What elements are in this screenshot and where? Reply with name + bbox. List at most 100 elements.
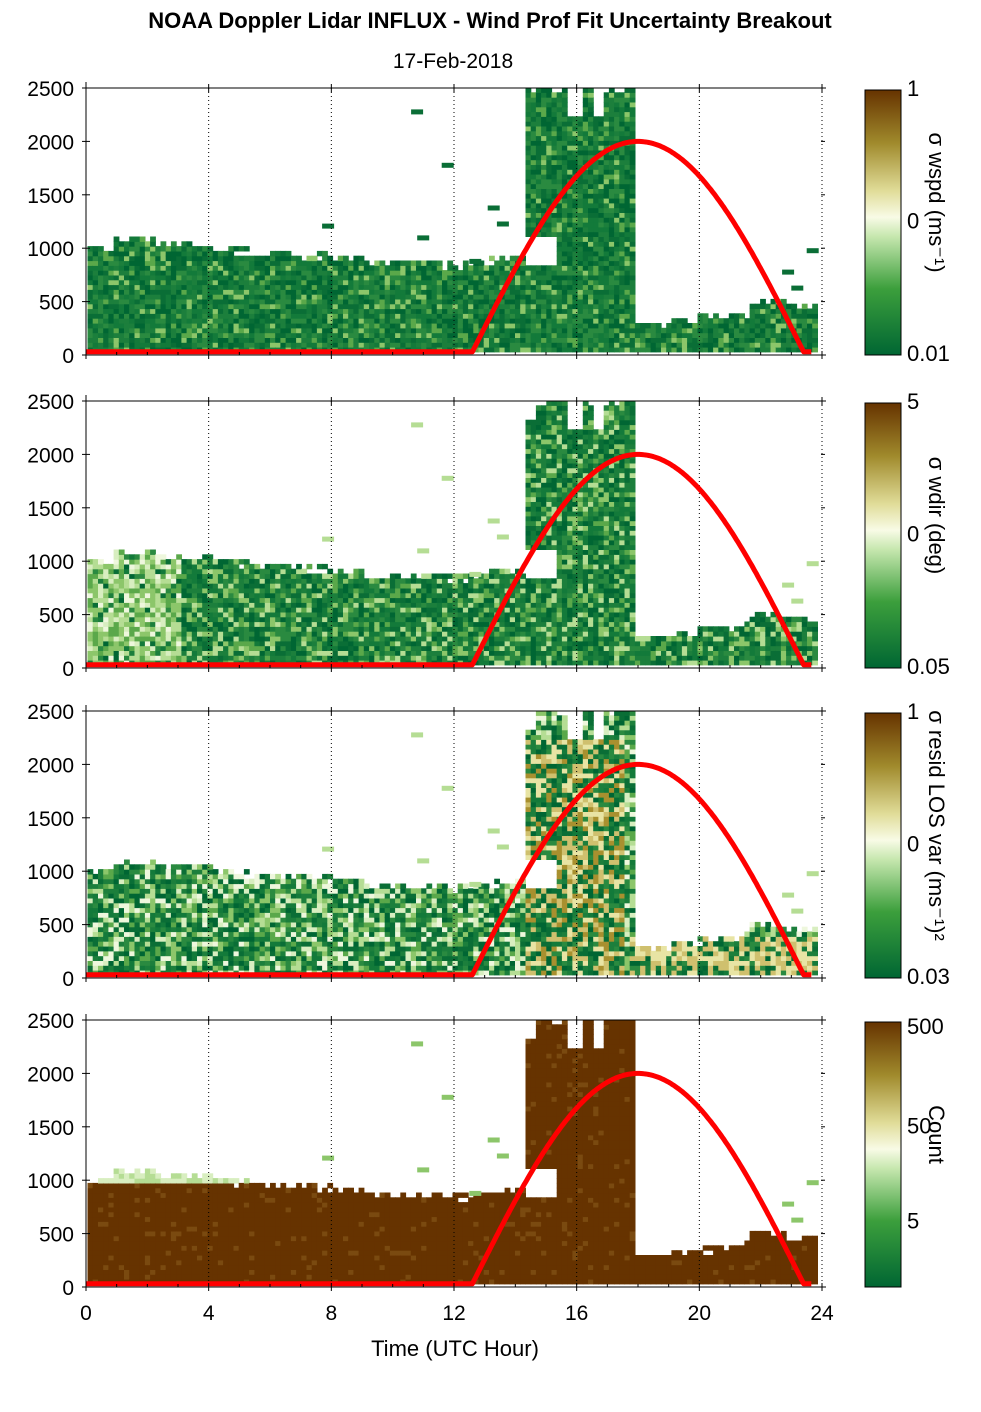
heatmap-cell	[421, 607, 427, 613]
heatmap-cell	[713, 347, 719, 353]
heatmap-cell	[129, 616, 135, 623]
heatmap-cell	[582, 145, 589, 151]
heatmap-cell	[556, 318, 563, 324]
heatmap-cell	[442, 318, 448, 324]
heatmap-cell	[144, 616, 151, 623]
heatmap-cell	[426, 650, 433, 656]
heatmap-cell	[165, 559, 172, 565]
heatmap-cell	[275, 265, 281, 271]
heatmap-cell	[108, 645, 115, 651]
heatmap-cell	[452, 573, 459, 579]
heatmap-cell	[541, 164, 547, 170]
heatmap-cell	[619, 92, 626, 98]
heatmap-cell	[546, 308, 553, 314]
heatmap-cell	[343, 270, 349, 276]
heatmap-cell	[546, 106, 553, 113]
heatmap-cell	[207, 308, 214, 314]
heatmap-cell	[238, 621, 245, 627]
heatmap-cell	[337, 640, 344, 647]
heatmap-cell	[489, 270, 495, 276]
heatmap-cell	[144, 650, 151, 656]
heatmap-cell	[530, 265, 537, 271]
heatmap-cell	[238, 318, 245, 324]
heatmap-cell	[280, 284, 287, 290]
heatmap-cell	[473, 274, 480, 281]
heatmap-cell	[87, 636, 94, 642]
heatmap-cell	[290, 640, 297, 647]
heatmap-cell	[416, 270, 422, 276]
heatmap-cell	[577, 140, 584, 146]
heatmap-cell	[624, 318, 631, 324]
heatmap-cell	[139, 650, 146, 656]
heatmap-cell	[541, 154, 547, 161]
heatmap-cell	[233, 573, 240, 579]
heatmap-cell	[624, 236, 631, 242]
heatmap-cell	[186, 631, 193, 637]
heatmap-cell	[541, 337, 547, 343]
heatmap-cell	[113, 250, 120, 257]
heatmap-cell	[431, 294, 438, 300]
heatmap-cell	[614, 265, 620, 271]
heatmap-cell	[249, 298, 255, 305]
heatmap-cell	[238, 592, 245, 599]
heatmap-cell	[770, 298, 777, 305]
heatmap-cell	[139, 573, 146, 579]
heatmap-cell	[478, 298, 485, 305]
heatmap-cell	[186, 602, 193, 608]
heatmap-cell	[353, 313, 360, 319]
heatmap-cell	[108, 342, 115, 348]
heatmap-cell	[801, 323, 808, 329]
heatmap-cell	[301, 583, 308, 589]
heatmap-cell	[478, 260, 485, 266]
heatmap-cell	[306, 294, 313, 300]
heatmap-cell	[384, 587, 391, 594]
heatmap-cell	[395, 265, 401, 271]
heatmap-cell	[202, 626, 208, 632]
heatmap-cell	[217, 626, 224, 632]
heatmap-cell	[395, 332, 401, 338]
heatmap-cell	[603, 337, 610, 343]
heatmap-cell	[353, 602, 360, 608]
heatmap-cell	[280, 303, 287, 310]
heatmap-cell	[598, 164, 605, 170]
heatmap-cell	[582, 212, 589, 218]
heatmap-cell	[337, 294, 344, 300]
heatmap-cell	[812, 318, 818, 324]
heatmap-cell	[713, 323, 719, 329]
heatmap-cell	[561, 260, 568, 266]
heatmap-cell	[139, 327, 146, 334]
heatmap-cell	[160, 568, 167, 575]
heatmap-cell	[624, 270, 631, 276]
heatmap-cell	[462, 313, 469, 319]
heatmap-cell	[98, 607, 104, 613]
heatmap-cell	[332, 597, 339, 603]
heatmap-cell	[593, 308, 599, 314]
heatmap-cell	[384, 342, 391, 348]
heatmap-cell	[233, 327, 240, 334]
heatmap-cell	[337, 650, 344, 656]
heatmap-cell	[598, 255, 605, 262]
heatmap-cell	[780, 318, 787, 324]
heatmap-cell	[327, 611, 334, 618]
heatmap-cell	[186, 616, 193, 623]
heatmap-cell	[447, 645, 454, 651]
heatmap-cell	[275, 568, 281, 575]
heatmap-cell	[541, 193, 547, 199]
heatmap-cell	[535, 332, 542, 338]
heatmap-cell	[165, 308, 172, 314]
heatmap-cell	[588, 149, 594, 156]
heatmap-cell	[223, 611, 229, 618]
heatmap-cell	[593, 270, 599, 276]
heatmap-cell	[509, 650, 516, 656]
heatmap-cell	[348, 289, 354, 295]
heatmap-cell	[223, 303, 229, 310]
heatmap-cell	[238, 255, 245, 262]
heatmap-cell	[483, 313, 490, 319]
heatmap-cell	[530, 164, 537, 170]
heatmap-cell	[416, 274, 422, 281]
heatmap-cell	[494, 313, 500, 319]
heatmap-cell	[197, 563, 203, 570]
heatmap-cell	[775, 308, 782, 314]
heatmap-cell	[520, 313, 526, 319]
heatmap-cell	[155, 597, 162, 603]
